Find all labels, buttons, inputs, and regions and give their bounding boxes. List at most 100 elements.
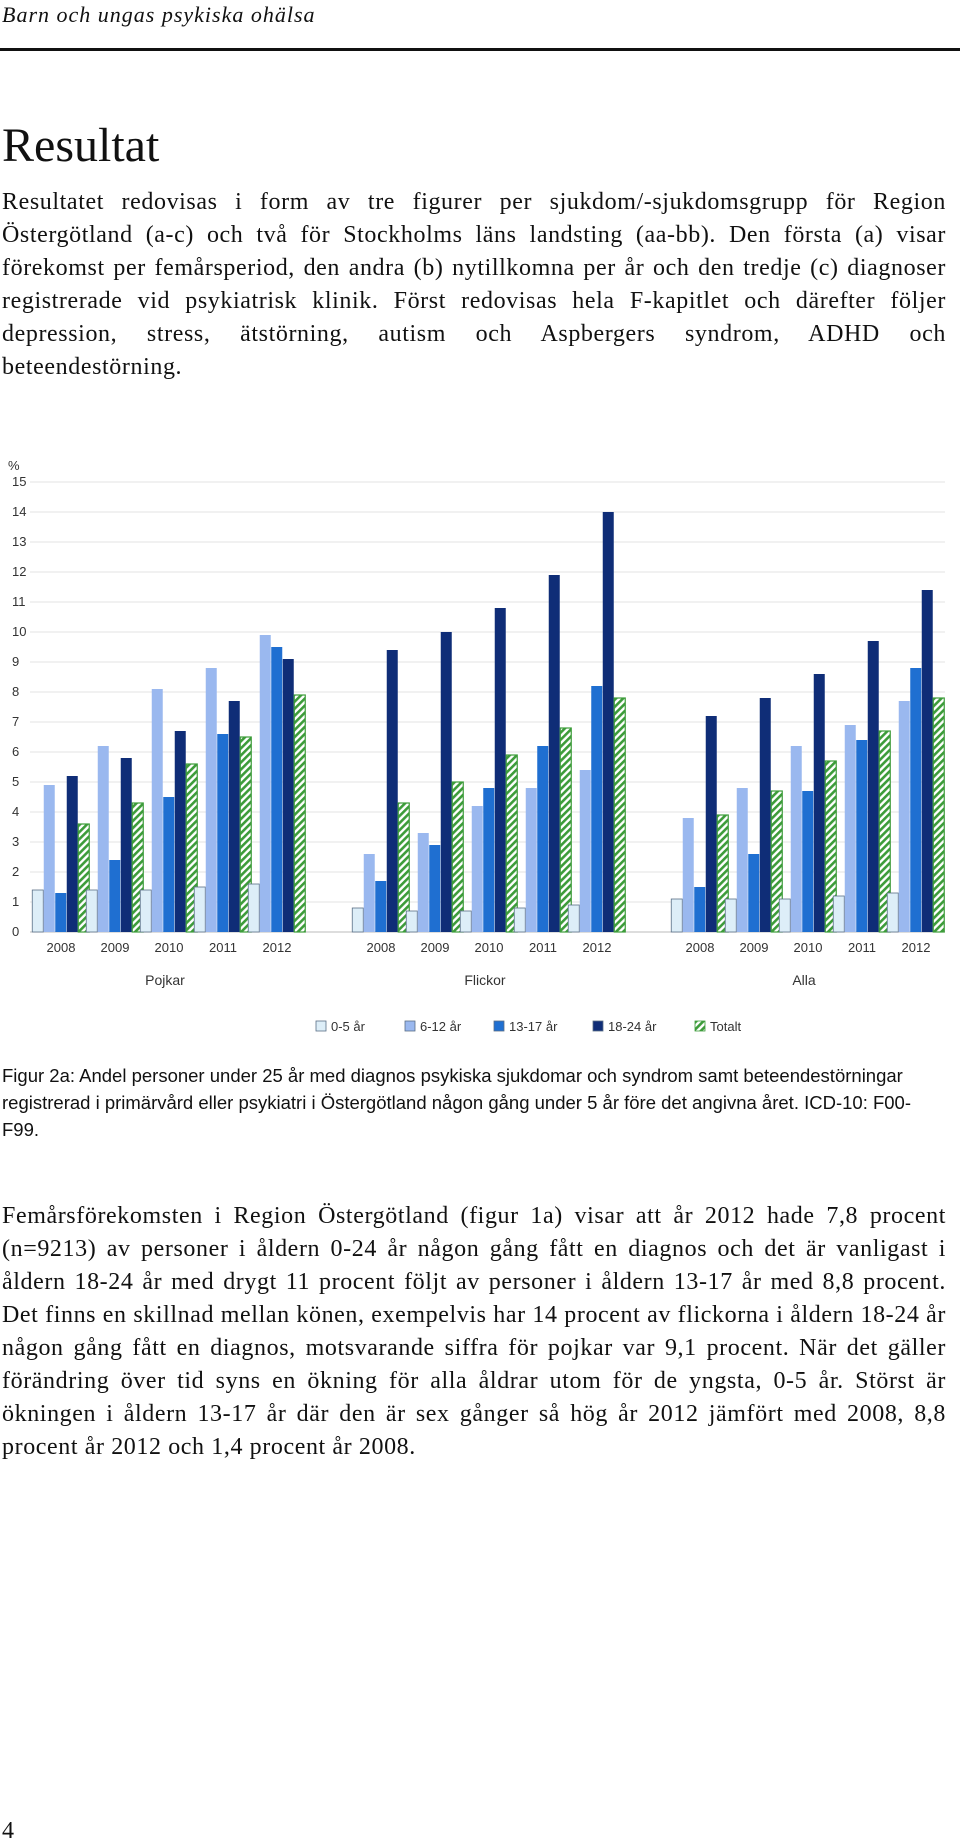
bar-flickor-2010-18-24r xyxy=(494,608,506,932)
bar-alla-2012-0-5r xyxy=(886,892,899,933)
y-tick-label: 15 xyxy=(12,474,26,489)
bar-alla-2009-18-24r xyxy=(759,698,771,932)
bar-flickor-2012-0-5r xyxy=(567,904,580,933)
legend-swatch xyxy=(592,1020,604,1032)
bar-flickor-2011-13-17r xyxy=(537,746,549,932)
legend-label: 6-12 år xyxy=(420,1019,462,1034)
bar-flickor-2010-totalt xyxy=(505,754,518,933)
bar-alla-2010-totalt xyxy=(824,760,837,933)
bar-pojkar-2011-18-24r xyxy=(228,701,240,932)
bar-pojkar-2008-0-5r xyxy=(31,889,44,933)
x-tick-label: 2010 xyxy=(475,940,504,955)
intro-paragraph: Resultatet redovisas i form av tre figur… xyxy=(2,189,946,380)
bar-alla-2009-13-17r xyxy=(748,854,760,932)
bar-alla-2011-18-24r xyxy=(867,641,879,932)
bar-pojkar-2011-13-17r xyxy=(217,734,229,932)
bar-alla-2010-18-24r xyxy=(813,674,825,932)
bar-flickor-2008-0-5r xyxy=(351,907,364,933)
bar-flickor-2012-totalt xyxy=(613,697,626,933)
x-tick-label: 2012 xyxy=(583,940,612,955)
bar-pojkar-2009-0-5r xyxy=(85,889,98,933)
x-tick-label: 2009 xyxy=(421,940,450,955)
x-tick-label: 2008 xyxy=(47,940,76,955)
bar-flickor-2011-6-12r xyxy=(525,788,537,932)
y-tick-label: 14 xyxy=(12,504,26,519)
bar-alla-2008-totalt xyxy=(716,814,729,933)
bar-flickor-2010-6-12r xyxy=(471,806,483,932)
bar-flickor-2009-18-24r xyxy=(440,632,452,932)
bar-alla-2012-totalt xyxy=(932,697,945,933)
bar-pojkar-2010-0-5r xyxy=(139,889,152,933)
legend-label: 18-24 år xyxy=(608,1019,657,1034)
bar-pojkar-2010-18-24r xyxy=(174,731,186,932)
bar-pojkar-2012-totalt xyxy=(293,694,306,933)
bar-flickor-2009-0-5r xyxy=(405,910,418,933)
result-paragraph: Femårsförekomsten i Region Östergötland … xyxy=(2,1203,946,1460)
bar-alla-2009-totalt xyxy=(770,790,783,933)
legend-label: Totalt xyxy=(710,1019,741,1034)
bar-flickor-2011-totalt xyxy=(559,727,572,933)
group-label: Pojkar xyxy=(145,972,185,988)
legend-label: 0-5 år xyxy=(331,1019,366,1034)
y-tick-label: 9 xyxy=(12,654,19,669)
bar-pojkar-2011-0-5r xyxy=(193,886,206,933)
running-header: Barn och ungas psykiska ohälsa xyxy=(2,2,316,27)
y-tick-label: 3 xyxy=(12,834,19,849)
x-tick-label: 2011 xyxy=(848,940,876,955)
bar-pojkar-2010-6-12r xyxy=(151,689,163,932)
y-tick-label: 2 xyxy=(12,864,19,879)
bar-alla-2010-13-17r xyxy=(802,791,814,932)
bar-alla-2011-6-12r xyxy=(844,725,856,932)
bar-pojkar-2008-6-12r xyxy=(43,785,55,932)
bar-alla-2012-6-12r xyxy=(898,701,910,932)
bar-flickor-2011-18-24r xyxy=(548,575,560,932)
y-axis-label: % xyxy=(8,458,20,473)
y-tick-label: 8 xyxy=(12,684,19,699)
x-tick-label: 2008 xyxy=(686,940,715,955)
header-rule xyxy=(0,48,960,51)
bar-flickor-2009-6-12r xyxy=(417,833,429,932)
bar-alla-2011-13-17r xyxy=(856,740,868,932)
bar-pojkar-2012-13-17r xyxy=(271,647,283,932)
bar-flickor-2012-6-12r xyxy=(579,770,591,932)
x-tick-label: 2011 xyxy=(529,940,557,955)
section-title: Resultat xyxy=(2,119,160,172)
y-tick-label: 12 xyxy=(12,564,26,579)
group-label: Alla xyxy=(792,972,816,988)
figure-caption: Figur 2a: Andel personer under 25 år med… xyxy=(2,1065,912,1140)
group-label: Flickor xyxy=(464,972,506,988)
bar-pojkar-2009-6-12r xyxy=(97,746,109,932)
bar-pojkar-2012-0-5r xyxy=(247,883,260,933)
bar-flickor-2009-13-17r xyxy=(429,845,441,932)
bar-alla-2009-0-5r xyxy=(724,898,737,933)
bar-pojkar-2009-totalt xyxy=(131,802,144,933)
bar-pojkar-2012-18-24r xyxy=(282,659,294,932)
y-tick-label: 13 xyxy=(12,534,26,549)
bar-alla-2008-0-5r xyxy=(670,898,683,933)
x-tick-label: 2008 xyxy=(367,940,396,955)
y-tick-label: 7 xyxy=(12,714,19,729)
bar-pojkar-2010-13-17r xyxy=(163,797,175,932)
bar-flickor-2008-totalt xyxy=(397,802,410,933)
bar-flickor-2008-6-12r xyxy=(363,854,375,932)
y-tick-label: 5 xyxy=(12,774,19,789)
bar-flickor-2010-13-17r xyxy=(483,788,495,932)
x-tick-label: 2010 xyxy=(155,940,184,955)
x-tick-label: 2011 xyxy=(209,940,237,955)
x-tick-label: 2012 xyxy=(263,940,292,955)
bar-alla-2009-6-12r xyxy=(736,788,748,932)
legend-swatch xyxy=(315,1020,327,1032)
legend-swatch xyxy=(694,1020,706,1032)
x-tick-label: 2010 xyxy=(794,940,823,955)
y-tick-label: 11 xyxy=(12,594,26,609)
legend-swatch xyxy=(493,1020,505,1032)
y-tick-label: 4 xyxy=(12,804,19,819)
bar-pojkar-2011-6-12r xyxy=(205,668,217,932)
bar-flickor-2008-13-17r xyxy=(375,881,387,932)
y-tick-label: 1 xyxy=(12,894,19,909)
bar-flickor-2010-0-5r xyxy=(459,910,472,933)
bar-alla-2010-0-5r xyxy=(778,898,791,933)
bar-alla-2012-18-24r xyxy=(921,590,933,932)
bar-pojkar-2010-totalt xyxy=(185,763,198,933)
